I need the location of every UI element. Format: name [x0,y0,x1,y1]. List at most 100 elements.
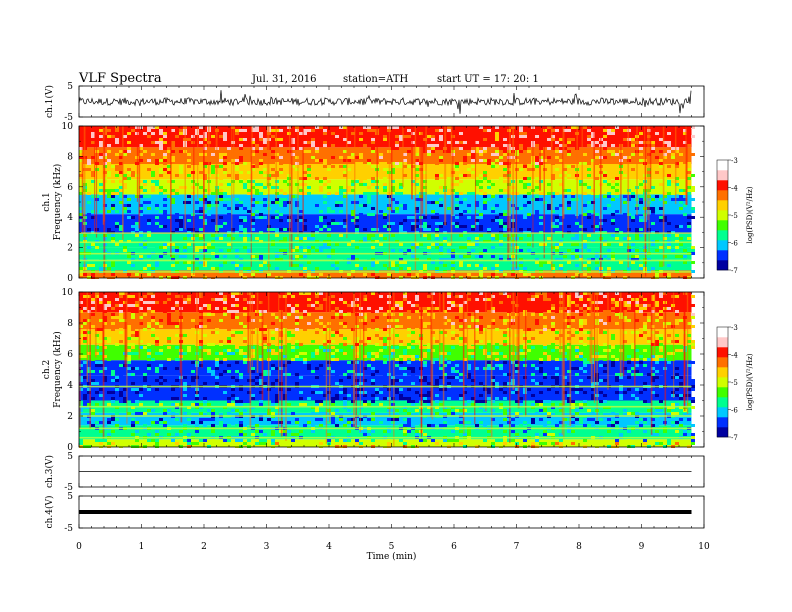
ch2-spectrogram-cell [439,346,443,349]
ch1-spectrogram-cell [395,249,399,252]
ch1-spectrogram-cell [359,165,363,168]
ch2-spectrogram-cell [411,355,415,358]
ch1-spectrogram-cell [447,156,451,159]
ch2-spectrogram-cell [655,358,659,361]
ch1-spectrogram-cell [539,276,543,279]
ch1-spectrogram-cell [527,255,531,258]
ch1-spectrogram-cell [579,249,583,252]
ch1-spectrogram-cell [395,207,399,210]
ch2-spectrogram-cell [615,313,619,316]
ch1-spectrogram-cell [523,195,527,198]
ch2-spectrogram-cell [675,301,679,304]
ch2-spectrogram-cell [151,295,155,298]
ch2-spectrogram-cell [91,382,95,385]
ch1-spectrogram-cell [399,222,403,225]
ch2-spectrogram-cell [439,376,443,379]
ch1-spectrogram-cell [595,171,599,174]
ch2-spectrogram-cell [223,331,227,334]
ch1-spectrogram-cell [363,204,367,207]
ch2-spectrogram-cell [379,295,383,298]
ch1-spectrogram-cell [119,156,123,159]
ch1-spectrogram-cell [623,195,627,198]
ch2-spectrogram-cell [479,346,483,349]
ch1-spectrogram-cell [679,237,683,240]
ch2-spectrogram-cell [603,349,607,352]
ch2-spectrogram-cell [271,367,275,370]
ch1-spectrogram-cell [415,153,419,156]
ch2-spectrogram-cell [339,331,343,334]
ch1-spectrogram-cell [347,159,351,162]
ch2-spectrogram-cell [231,292,235,295]
ch2-spectrogram-cell [399,361,403,364]
ch1-spectrogram-cell [139,189,143,192]
ch2-spectrogram-cell [491,322,495,325]
ch1-spectrogram-cell [291,195,295,198]
ch2-spectrogram-cell [99,343,103,346]
ch2-spectrogram-cell [87,295,91,298]
ch2-spectrogram-cell [439,352,443,355]
ch1-spectrogram-cell [107,195,111,198]
ch1-spectrogram-cell [459,192,463,195]
ch2-spectrogram-cell [403,292,407,295]
ch1-spectrogram-cell [495,216,499,219]
ch2-spectrogram-cell [243,358,247,361]
ch1-spectrogram-cell [667,243,671,246]
ch2-spectrogram-cell [251,319,255,322]
ch2-spectrogram-cell [551,343,555,346]
ch2-spectrogram-cell [219,322,223,325]
ch1-spectrogram-cell [491,234,495,237]
ch1-spectrogram-cell [111,207,115,210]
ch1-spectrogram-cell [491,267,495,270]
ch1-spectrogram-cell [587,201,591,204]
ch2-spectrogram-cell [599,376,603,379]
ch1-spectrogram-cell [475,258,479,261]
ch1-spectrogram-cell [435,264,439,267]
ch1-spectrogram-cell [307,261,311,264]
ch2-spectrogram-cell [655,295,659,298]
ch2-spectrogram-cell [223,313,227,316]
ch1-spectrogram-cell [171,276,175,279]
ch1-spectrogram-cell [359,132,363,135]
ch2-spectrogram-cell [311,367,315,370]
ch2-spectrogram-cell [439,361,443,364]
ch2-spectrogram-cell [119,331,123,334]
ch1-spectrogram-cell [579,150,583,153]
ch2-spectrogram-cell [359,313,363,316]
ch2-spectrogram-cell [151,370,155,373]
ch1-spectrogram-cell [243,228,247,231]
ch2-spectrogram-cell [571,328,575,331]
ch1-spectrogram-cell [631,141,635,144]
ch1-spectrogram-cell [611,132,615,135]
ch2-spectrogram-cell [79,310,83,313]
ch1-spectrogram-cell [115,195,119,198]
ch2-spectrogram-cell [259,358,263,361]
ch1-spectrogram-cell [579,177,583,180]
ch1-spectrogram-cell [403,249,407,252]
ch1-spectrogram-cell [299,168,303,171]
ch1-spectrogram-cell [603,204,607,207]
ch1-spectrogram-cell [539,237,543,240]
ch1-spectrogram-cell [463,255,467,258]
ch1-spectrogram-cell [199,216,203,219]
ch2-spectrogram-cell [443,322,447,325]
ch1-spectrogram-cell [463,264,467,267]
ch2-spectrogram-cell [471,352,475,355]
ch1-spectrogram-cell [243,207,247,210]
ch1-spectrogram-cell [483,249,487,252]
ch2-spectrogram-cell [295,322,299,325]
ch2-spectrogram-cell [411,358,415,361]
ch1-spectrogram-cell [467,204,471,207]
ch1-spectrogram-cell [523,132,527,135]
ch1-spectrogram-cell [591,162,595,165]
ch2-spectrogram-cell [111,307,115,310]
ch1-spectrogram-cell [279,261,283,264]
ch1-spectrogram-cell [91,156,95,159]
ch2-spectrogram-cell [487,310,491,313]
ch1-spectrogram-cell [243,219,247,222]
ch1-spectrogram-cell [147,222,151,225]
ch1-spectrogram-cell [535,156,539,159]
ch1-spectrogram-cell [323,171,327,174]
ch1-spectrogram-cell [227,198,231,201]
ch1-spectrogram-cell [219,183,223,186]
ch2-spectrogram-cell [519,352,523,355]
